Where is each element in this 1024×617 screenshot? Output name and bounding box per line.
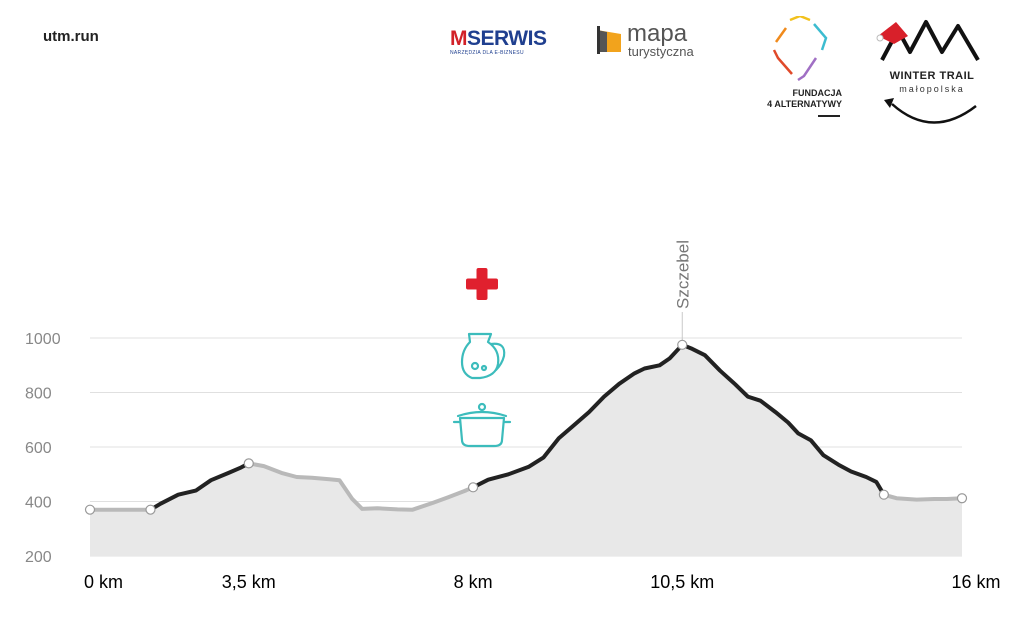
checkpoint-marker bbox=[243, 458, 254, 469]
checkpoint-markers bbox=[84, 339, 968, 515]
mserwis-tagline: NARZĘDZIA DLA E-BIZNESU bbox=[450, 50, 524, 56]
fundacja-logo[interactable]: FUNDACJA 4 ALTERNATYWY bbox=[752, 16, 847, 117]
fundacja-underline bbox=[818, 115, 840, 117]
x-tick-label: 10,5 km bbox=[650, 572, 714, 592]
x-tick-label: 8 km bbox=[454, 572, 493, 592]
checkpoint-marker bbox=[677, 339, 688, 350]
mapa-flag-icon bbox=[597, 26, 621, 54]
x-tick-label: 16 km bbox=[951, 572, 1000, 592]
profile-segment-light bbox=[246, 461, 468, 512]
mserwis-word: SERWIS bbox=[467, 27, 547, 50]
y-tick-label: 800 bbox=[25, 386, 52, 403]
fundacja-diamond-icon bbox=[772, 16, 828, 82]
winter-trail-mountains-icon bbox=[876, 20, 980, 124]
y-tick-label: 600 bbox=[25, 440, 52, 457]
profile-segment-light bbox=[881, 492, 964, 502]
y-tick-label: 1000 bbox=[25, 331, 61, 348]
x-tick-label: 3,5 km bbox=[222, 572, 276, 592]
checkpoint-marker bbox=[145, 504, 156, 515]
x-axis-ticks: 0 km 3,5 km 8 km 10,5 km 16 km bbox=[84, 572, 1001, 592]
checkpoint-marker bbox=[878, 489, 889, 500]
peak-label: Szczebel bbox=[673, 240, 692, 309]
profile-segment-dark bbox=[148, 461, 251, 512]
mserwis-m: M bbox=[450, 27, 468, 50]
mapa-word: mapa bbox=[627, 20, 688, 47]
y-axis-ticks: 200 400 600 800 1000 bbox=[25, 331, 61, 566]
mapa-sub: turystyczna bbox=[628, 44, 694, 59]
elevation-profile-line bbox=[88, 342, 964, 512]
winter-trail-logo[interactable]: WINTER TRAIL małopolska bbox=[874, 12, 994, 130]
mserwis-logo[interactable]: MSERWIS NARZĘDZIA DLA E-BIZNESU bbox=[450, 27, 550, 57]
checkpoint-marker bbox=[956, 493, 968, 504]
profile-segment-dark bbox=[471, 342, 886, 497]
winter-trail-subtitle: małopolska bbox=[899, 84, 965, 94]
y-tick-label: 200 bbox=[25, 549, 52, 566]
fundacja-line1: FUNDACJA bbox=[792, 88, 843, 98]
drink-jug-icon bbox=[460, 332, 506, 380]
checkpoint-marker bbox=[84, 504, 96, 515]
checkpoint-marker bbox=[467, 482, 479, 493]
elevation-area bbox=[90, 344, 962, 556]
y-tick-label: 400 bbox=[25, 495, 52, 512]
winter-trail-title: WINTER TRAIL bbox=[889, 70, 975, 82]
mapa-turystyczna-logo[interactable]: mapa turystyczna bbox=[595, 20, 710, 59]
medical-cross-icon bbox=[466, 268, 498, 300]
food-pot-icon bbox=[452, 402, 512, 448]
x-tick-label: 0 km bbox=[84, 572, 123, 592]
site-name[interactable]: utm.run bbox=[43, 28, 99, 45]
fundacja-line2: 4 ALTERNATYWY bbox=[767, 99, 842, 109]
aid-station-icons bbox=[452, 268, 512, 448]
